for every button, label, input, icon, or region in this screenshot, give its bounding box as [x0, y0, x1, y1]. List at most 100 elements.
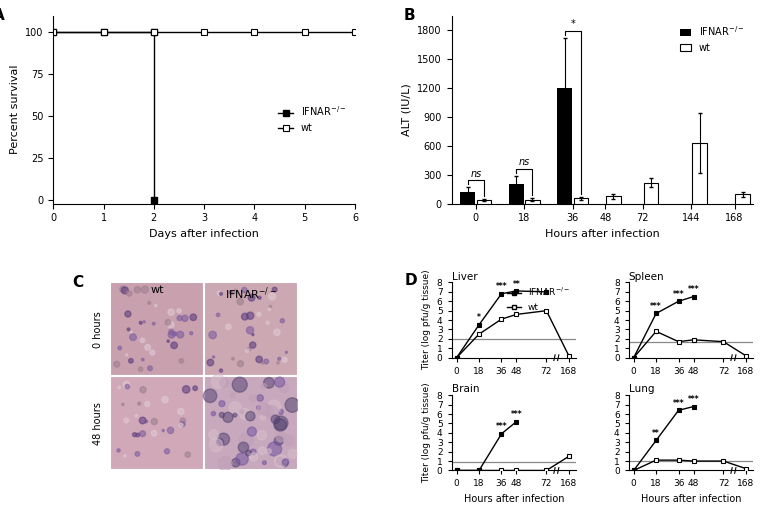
Circle shape: [282, 459, 288, 465]
Circle shape: [174, 332, 177, 336]
Circle shape: [167, 340, 170, 342]
Circle shape: [207, 359, 214, 366]
Circle shape: [263, 408, 268, 413]
Circle shape: [282, 357, 287, 362]
Circle shape: [140, 338, 145, 343]
Circle shape: [127, 328, 130, 331]
Circle shape: [117, 449, 120, 452]
Circle shape: [247, 312, 254, 320]
Circle shape: [248, 294, 255, 301]
Circle shape: [151, 431, 157, 436]
Circle shape: [274, 419, 286, 431]
Circle shape: [279, 409, 283, 415]
Circle shape: [193, 386, 197, 390]
Circle shape: [177, 331, 183, 338]
Circle shape: [238, 442, 249, 452]
Circle shape: [263, 461, 266, 465]
Y-axis label: Titer (log pfu/g tissue): Titer (log pfu/g tissue): [422, 270, 431, 370]
Circle shape: [272, 287, 277, 292]
Circle shape: [268, 308, 271, 311]
Circle shape: [179, 423, 183, 427]
Circle shape: [136, 433, 139, 437]
Circle shape: [246, 349, 249, 353]
Bar: [644, 183, 658, 204]
Circle shape: [237, 361, 244, 367]
Circle shape: [189, 332, 193, 334]
Circle shape: [169, 329, 174, 334]
Circle shape: [266, 406, 279, 419]
Text: Lung: Lung: [629, 385, 654, 394]
Circle shape: [219, 413, 224, 418]
Y-axis label: Titer (log pfu/g tissue): Titer (log pfu/g tissue): [422, 383, 431, 483]
Circle shape: [288, 449, 297, 458]
Circle shape: [220, 378, 229, 387]
Circle shape: [121, 287, 129, 294]
Circle shape: [134, 286, 141, 293]
Text: ***: ***: [688, 395, 699, 404]
Circle shape: [140, 387, 146, 393]
Circle shape: [277, 362, 279, 364]
Circle shape: [126, 385, 129, 389]
Circle shape: [177, 408, 184, 415]
X-axis label: Hours after infection: Hours after infection: [463, 494, 564, 504]
Circle shape: [263, 405, 274, 417]
Text: *: *: [571, 20, 575, 29]
Circle shape: [233, 413, 237, 417]
Y-axis label: Percent survival: Percent survival: [10, 65, 20, 154]
Circle shape: [261, 384, 266, 389]
Circle shape: [242, 287, 247, 293]
Circle shape: [165, 320, 170, 325]
Circle shape: [145, 420, 148, 423]
Circle shape: [162, 397, 168, 403]
Bar: [204, 376, 298, 470]
Circle shape: [246, 450, 251, 456]
Circle shape: [138, 402, 141, 405]
Circle shape: [212, 375, 225, 388]
Text: 48 hours: 48 hours: [93, 402, 103, 445]
Circle shape: [260, 415, 266, 420]
Circle shape: [162, 430, 164, 432]
Circle shape: [218, 291, 221, 295]
Bar: [606, 196, 621, 204]
Text: D: D: [404, 273, 417, 288]
Circle shape: [249, 394, 256, 402]
Circle shape: [237, 298, 244, 305]
Circle shape: [234, 290, 237, 293]
Circle shape: [274, 436, 283, 445]
Text: ***: ***: [688, 285, 699, 294]
Circle shape: [142, 358, 144, 361]
Circle shape: [275, 377, 285, 387]
Circle shape: [114, 361, 119, 367]
Circle shape: [135, 452, 140, 456]
Circle shape: [218, 457, 232, 471]
Circle shape: [167, 427, 174, 433]
Circle shape: [247, 427, 256, 436]
Circle shape: [139, 367, 143, 371]
Text: ***: ***: [673, 290, 684, 299]
Circle shape: [279, 383, 288, 392]
Circle shape: [209, 331, 216, 339]
Bar: [204, 282, 298, 376]
Circle shape: [250, 342, 256, 348]
Circle shape: [229, 291, 232, 294]
Circle shape: [129, 358, 133, 363]
X-axis label: Hours after infection: Hours after infection: [545, 229, 660, 239]
Circle shape: [150, 350, 155, 355]
Circle shape: [132, 433, 136, 437]
Circle shape: [177, 309, 181, 313]
Text: ***: ***: [651, 302, 662, 311]
Circle shape: [257, 403, 270, 415]
Circle shape: [236, 453, 248, 465]
Circle shape: [239, 433, 253, 447]
Circle shape: [124, 454, 126, 457]
Circle shape: [247, 347, 251, 351]
Text: ***: ***: [495, 422, 508, 432]
Circle shape: [232, 293, 234, 295]
Legend: IFNAR$^{-/-}$, wt: IFNAR$^{-/-}$, wt: [275, 101, 350, 137]
Circle shape: [264, 359, 269, 364]
Text: A: A: [0, 8, 5, 23]
Circle shape: [285, 398, 300, 412]
Circle shape: [257, 395, 263, 401]
Text: IFNAR$^{-/-}$: IFNAR$^{-/-}$: [225, 285, 277, 302]
Text: 0 hours: 0 hours: [93, 311, 103, 348]
